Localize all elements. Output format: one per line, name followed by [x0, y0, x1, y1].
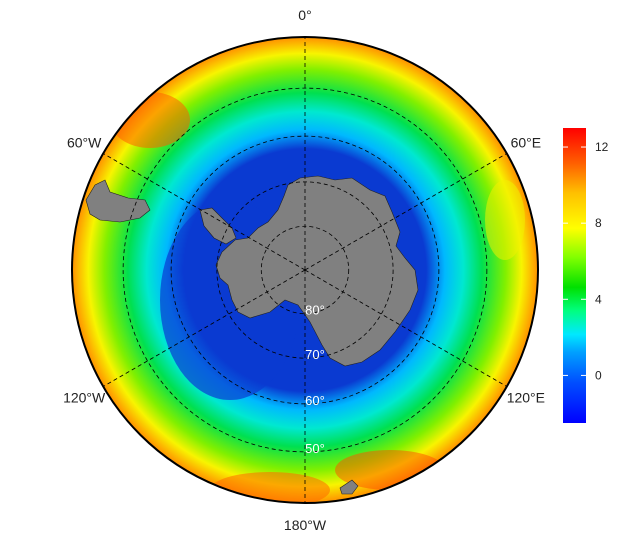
- longitude-label: 60°W: [67, 135, 102, 151]
- meridian-line: [103, 153, 306, 271]
- longitude-label: 60°E: [511, 135, 542, 151]
- latitude-label: 80°: [305, 303, 325, 318]
- colorbar: 0 4 8 12: [563, 128, 609, 423]
- graticule: [103, 37, 507, 503]
- new-zealand-fragment: [339, 479, 359, 495]
- meridian-line: [103, 269, 306, 387]
- longitude-label: 120°E: [507, 390, 545, 406]
- latitude-circle: [216, 181, 394, 359]
- meridian-line: [304, 269, 507, 387]
- latitude-label: 50°: [305, 441, 325, 456]
- latitude-labels: 80° 70° 60° 50°: [305, 303, 325, 456]
- colorbar-tick-label: 0: [595, 368, 602, 382]
- colorbar-tick-label: 12: [595, 140, 609, 154]
- longitude-label: 0°: [298, 7, 311, 23]
- meridian-line: [304, 153, 507, 271]
- latitude-label: 70°: [305, 347, 325, 362]
- colorbar-tick-label: 8: [595, 216, 602, 230]
- longitude-label: 120°W: [63, 390, 106, 406]
- antarctica-landmass: [199, 175, 419, 367]
- latitude-label: 60°: [305, 393, 325, 408]
- colorbar-tick-label: 4: [595, 292, 602, 306]
- map-boundary: [71, 36, 539, 504]
- longitude-label: 180°W: [284, 517, 327, 533]
- latitude-circle: [122, 87, 488, 453]
- south-america-tip: [85, 179, 151, 223]
- colorbar-ramp: [563, 128, 586, 423]
- colorbar-ticks: 0 4 8 12: [563, 140, 609, 382]
- longitude-labels: 0° 60°E 120°E 180°W 120°W 60°W: [63, 7, 545, 533]
